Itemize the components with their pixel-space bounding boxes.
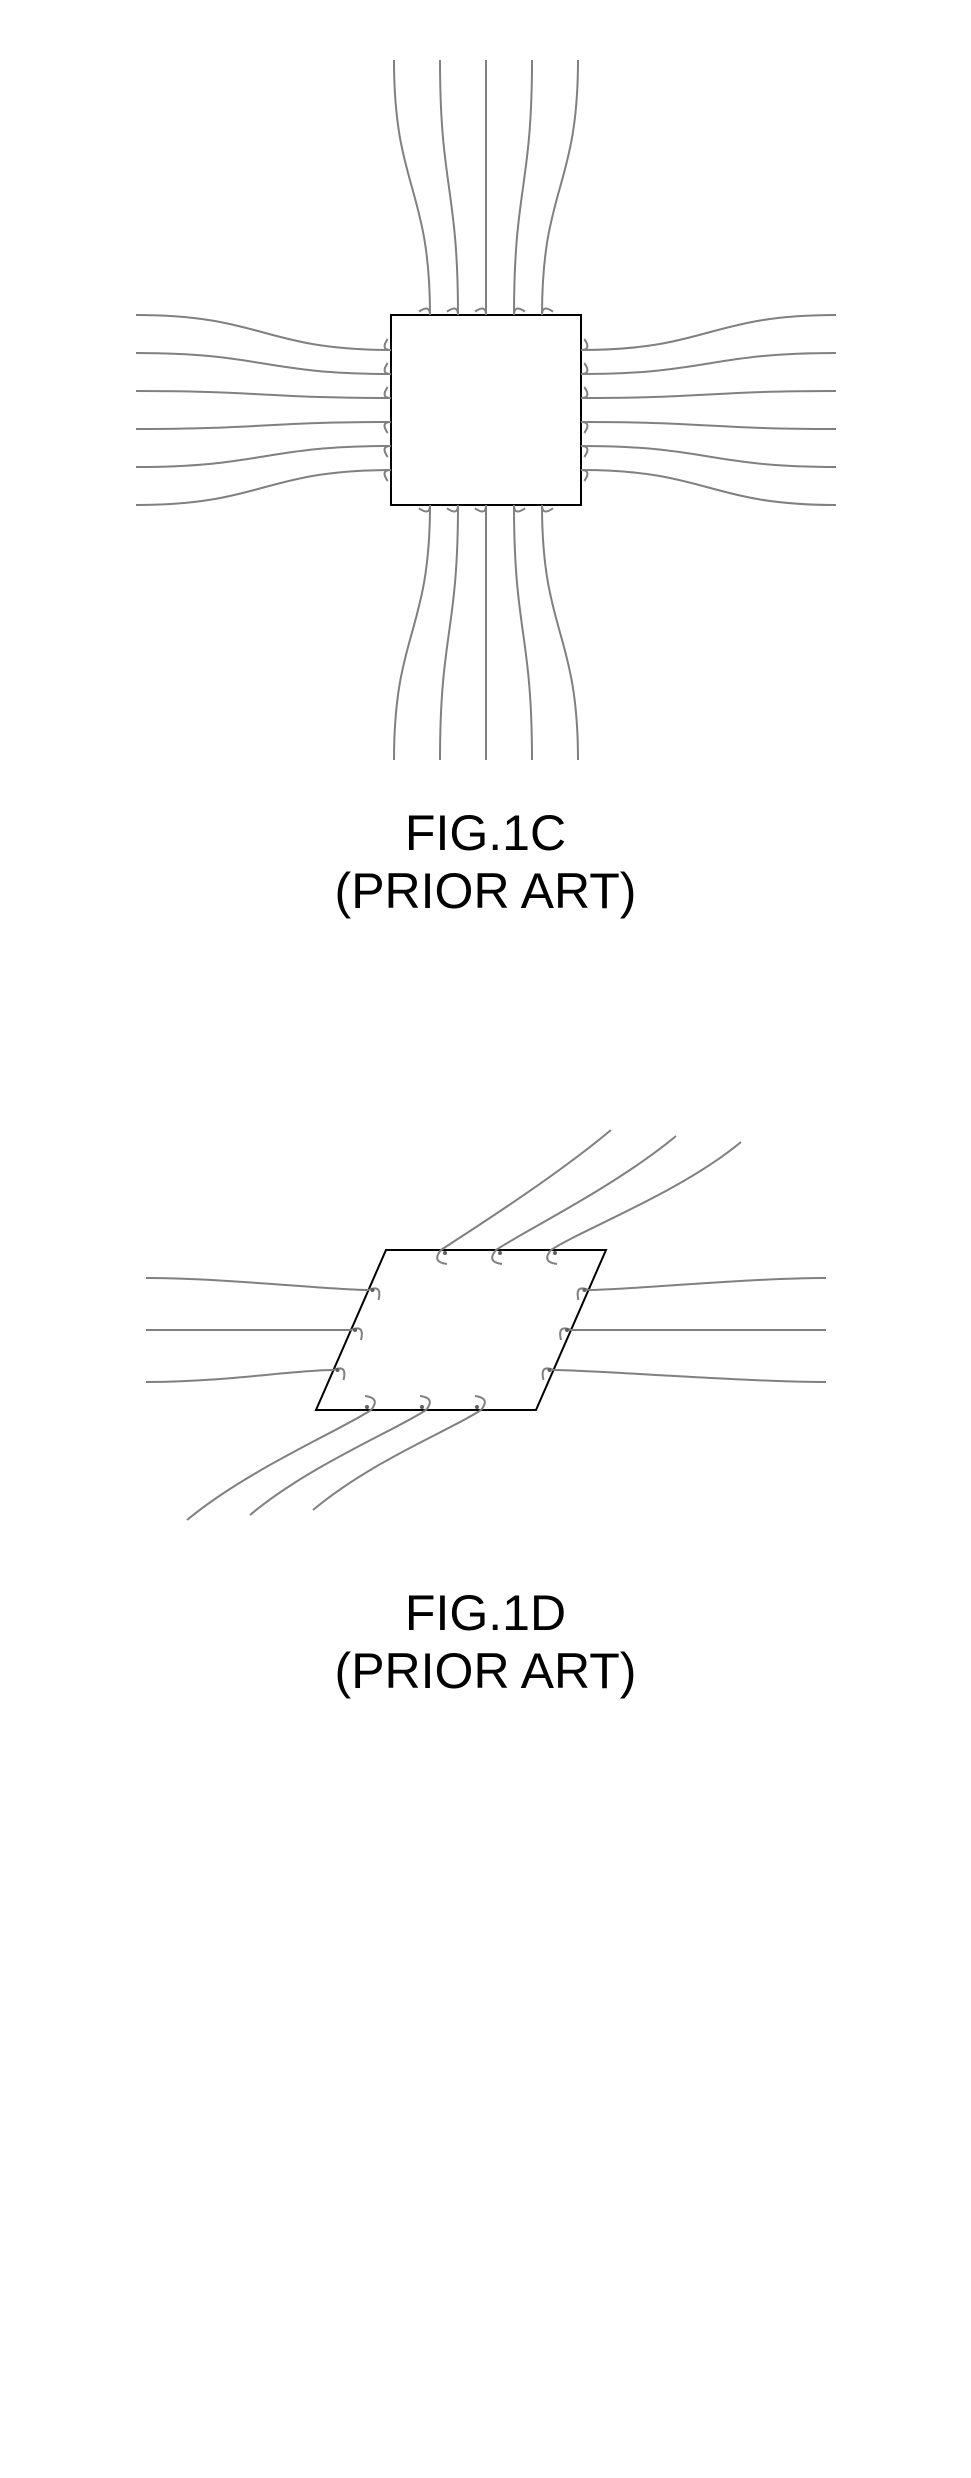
figure-1d-title: FIG.1D xyxy=(405,1585,566,1641)
figure-1d-svg xyxy=(136,1120,836,1545)
figure-1c-title: FIG.1C xyxy=(405,805,566,861)
figure-1c-subtitle: (PRIOR ART) xyxy=(335,863,637,919)
figure-1d-caption: FIG.1D (PRIOR ART) xyxy=(335,1585,637,1700)
figure-1c-svg xyxy=(136,60,836,765)
figure-1c-caption: FIG.1C (PRIOR ART) xyxy=(335,805,637,920)
figure-1d-block: FIG.1D (PRIOR ART) xyxy=(136,1120,836,1700)
figure-1d-subtitle: (PRIOR ART) xyxy=(335,1643,637,1699)
figure-1c-block: FIG.1C (PRIOR ART) xyxy=(136,60,836,920)
